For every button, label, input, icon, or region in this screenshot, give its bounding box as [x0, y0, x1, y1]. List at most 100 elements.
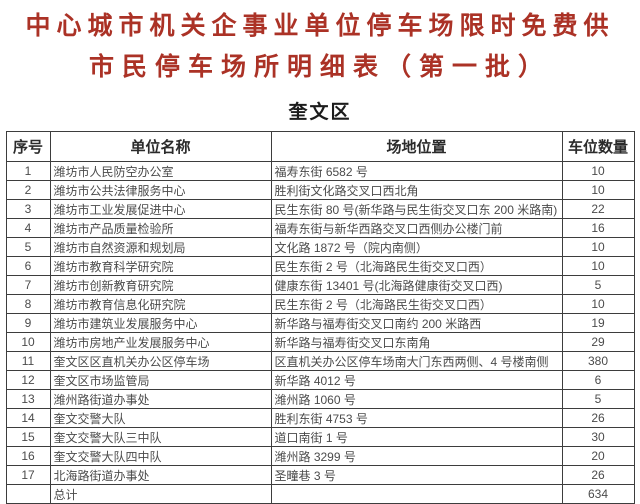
table-row: 10 潍坊市房地产业发展服务中心 新华路与福寿街交叉口东南角 29: [5, 332, 635, 352]
total-index-cell: [5, 484, 51, 504]
row-count-cell: 29: [561, 332, 635, 352]
row-location-cell: 胜利街文化路交叉口西北角: [270, 180, 563, 200]
table-row: 2 潍坊市公共法律服务中心 胜利街文化路交叉口西北角 10: [5, 180, 635, 200]
row-count-cell: 16: [561, 218, 635, 238]
row-location-cell: 民生东街 2 号（北海路民生街交叉口西）: [270, 294, 563, 314]
row-name-cell: 奎文交警大队四中队: [49, 446, 272, 466]
row-location-cell: 文化路 1872 号（院内南侧）: [270, 237, 563, 257]
row-index-cell: 2: [5, 180, 51, 200]
row-count-cell: 6: [561, 370, 635, 390]
table-row: 8 潍坊市教育信息化研究院 民生东街 2 号（北海路民生街交叉口西） 10: [5, 294, 635, 314]
column-header-location: 场地位置: [270, 131, 563, 162]
row-index-cell: 7: [5, 275, 51, 295]
row-name-cell: 潍坊市公共法律服务中心: [49, 180, 272, 200]
row-count-cell: 5: [561, 275, 635, 295]
row-name-cell: 北海路街道办事处: [49, 465, 272, 485]
row-count-cell: 10: [561, 294, 635, 314]
row-count-cell: 10: [561, 161, 635, 181]
total-count-cell: 634: [561, 484, 635, 504]
row-index-cell: 3: [5, 199, 51, 219]
row-location-cell: 胜利东街 4753 号: [270, 408, 563, 428]
row-index-cell: 13: [5, 389, 51, 409]
table-row: 5 潍坊市自然资源和规划局 文化路 1872 号（院内南侧） 10: [5, 237, 635, 257]
row-count-cell: 20: [561, 446, 635, 466]
row-name-cell: 奎文交警大队三中队: [49, 427, 272, 447]
row-count-cell: 10: [561, 256, 635, 276]
row-index-cell: 16: [5, 446, 51, 466]
row-index-cell: 5: [5, 237, 51, 257]
row-location-cell: 道口南街 1 号: [270, 427, 563, 447]
row-index-cell: 9: [5, 313, 51, 333]
total-label-cell: 总计: [49, 484, 272, 504]
row-name-cell: 潍坊市自然资源和规划局: [49, 237, 272, 257]
column-header-count: 车位数量: [561, 131, 635, 162]
row-location-cell: 福寿东街与新华西路交叉口西侧办公楼门前: [270, 218, 563, 238]
row-count-cell: 30: [561, 427, 635, 447]
table-row: 17 北海路街道办事处 圣疃巷 3 号 26: [5, 465, 635, 485]
row-index-cell: 12: [5, 370, 51, 390]
section-title-district: 奎文区: [288, 102, 352, 123]
document-title-line2: 市民停车场所明细表（第一批）: [88, 54, 551, 81]
document-title: 中心城市机关企事业单位停车场限时免费供 市民停车场所明细表（第一批）: [0, 6, 640, 88]
row-index-cell: 14: [5, 408, 51, 428]
table-row: 1 潍坊市人民防空办公室 福寿东街 6582 号 10: [5, 161, 635, 181]
row-count-cell: 5: [561, 389, 635, 409]
row-name-cell: 潍坊市房地产业发展服务中心: [49, 332, 272, 352]
row-count-cell: 26: [561, 465, 635, 485]
row-location-cell: 新华路与福寿街交叉口东南角: [270, 332, 563, 352]
row-location-cell: 新华路与福寿街交叉口南约 200 米路西: [270, 313, 563, 333]
row-name-cell: 奎文区区直机关办公区停车场: [49, 351, 272, 371]
row-count-cell: 380: [561, 351, 635, 371]
table-row: 16 奎文交警大队四中队 潍州路 3299 号 20: [5, 446, 635, 466]
document-title-line1: 中心城市机关企事业单位停车场限时免费供: [25, 13, 615, 40]
row-location-cell: 潍州路 1060 号: [270, 389, 563, 409]
row-count-cell: 26: [561, 408, 635, 428]
row-name-cell: 潍坊市产品质量检验所: [49, 218, 272, 238]
row-location-cell: 福寿东街 6582 号: [270, 161, 563, 181]
parking-table: 序号 单位名称 场地位置 车位数量 1 潍坊市人民防空办公室 福寿东街 6582…: [5, 131, 635, 504]
table-row: 11 奎文区区直机关办公区停车场 区直机关办公区停车场南大门东西两侧、4 号楼南…: [5, 351, 635, 371]
row-name-cell: 潍坊市建筑业发展服务中心: [49, 313, 272, 333]
table-row: 9 潍坊市建筑业发展服务中心 新华路与福寿街交叉口南约 200 米路西 19: [5, 313, 635, 333]
row-index-cell: 8: [5, 294, 51, 314]
row-name-cell: 奎文交警大队: [49, 408, 272, 428]
row-location-cell: 健康东街 13401 号(北海路健康街交叉口西): [270, 275, 563, 295]
row-index-cell: 1: [5, 161, 51, 181]
row-index-cell: 4: [5, 218, 51, 238]
row-name-cell: 潍坊市创新教育研究院: [49, 275, 272, 295]
row-location-cell: 民生东街 80 号(新华路与民生街交叉口东 200 米路南): [270, 199, 563, 219]
row-location-cell: 区直机关办公区停车场南大门东西两侧、4 号楼南侧: [270, 351, 563, 371]
row-location-cell: 新华路 4012 号: [270, 370, 563, 390]
table-row: 12 奎文区市场监管局 新华路 4012 号 6: [5, 370, 635, 390]
table-body: 1 潍坊市人民防空办公室 福寿东街 6582 号 10 2 潍坊市公共法律服务中…: [5, 161, 635, 485]
table-row: 14 奎文交警大队 胜利东街 4753 号 26: [5, 408, 635, 428]
table-row: 13 潍州路街道办事处 潍州路 1060 号 5: [5, 389, 635, 409]
row-count-cell: 10: [561, 237, 635, 257]
row-index-cell: 10: [5, 332, 51, 352]
row-count-cell: 10: [561, 180, 635, 200]
row-index-cell: 17: [5, 465, 51, 485]
row-name-cell: 奎文区市场监管局: [49, 370, 272, 390]
row-name-cell: 潍州路街道办事处: [49, 389, 272, 409]
row-location-cell: 潍州路 3299 号: [270, 446, 563, 466]
row-count-cell: 22: [561, 199, 635, 219]
row-name-cell: 潍坊市工业发展促进中心: [49, 199, 272, 219]
row-name-cell: 潍坊市人民防空办公室: [49, 161, 272, 181]
row-index-cell: 11: [5, 351, 51, 371]
table-row: 6 潍坊市教育科学研究院 民生东街 2 号（北海路民生街交叉口西） 10: [5, 256, 635, 276]
table-header-row: 序号 单位名称 场地位置 车位数量: [5, 131, 635, 162]
row-location-cell: 民生东街 2 号（北海路民生街交叉口西）: [270, 256, 563, 276]
table-total-row: 总计 634: [5, 484, 635, 504]
row-name-cell: 潍坊市教育信息化研究院: [49, 294, 272, 314]
row-index-cell: 6: [5, 256, 51, 276]
row-index-cell: 15: [5, 427, 51, 447]
row-name-cell: 潍坊市教育科学研究院: [49, 256, 272, 276]
table-row: 7 潍坊市创新教育研究院 健康东街 13401 号(北海路健康街交叉口西) 5: [5, 275, 635, 295]
column-header-name: 单位名称: [49, 131, 272, 162]
row-location-cell: 圣疃巷 3 号: [270, 465, 563, 485]
total-location-cell: [270, 484, 563, 504]
table-row: 15 奎文交警大队三中队 道口南街 1 号 30: [5, 427, 635, 447]
table-row: 4 潍坊市产品质量检验所 福寿东街与新华西路交叉口西侧办公楼门前 16: [5, 218, 635, 238]
row-count-cell: 19: [561, 313, 635, 333]
